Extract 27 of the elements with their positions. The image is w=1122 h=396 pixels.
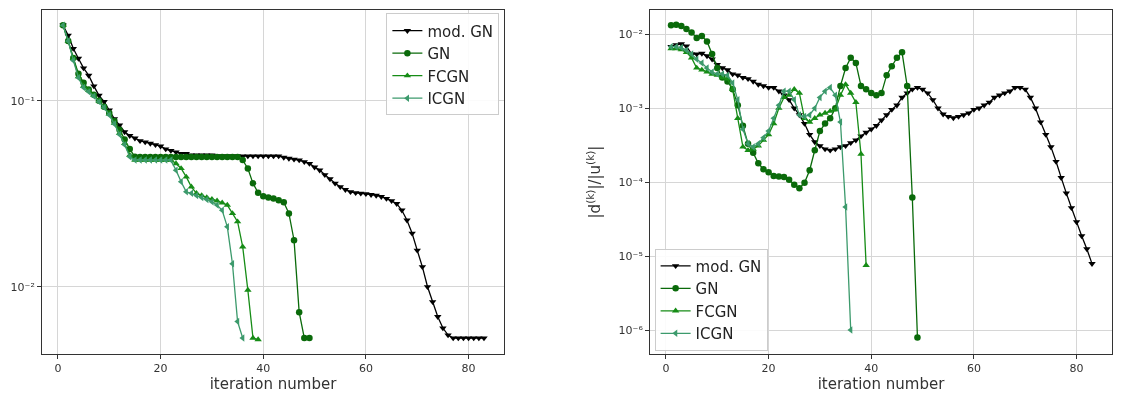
legend-label: GN: [427, 45, 451, 64]
legend-label: FCGN: [695, 302, 738, 321]
legend-label: ICGN: [427, 90, 466, 109]
y-tick-label: 10⁻³: [618, 102, 643, 116]
x-tick-label: 40: [864, 362, 879, 376]
x-tick-label: 20: [153, 362, 168, 376]
x-tick-label: 60: [966, 362, 981, 376]
y-tick-label: 10⁻⁴: [618, 176, 644, 189]
legend-label: mod. GN: [695, 257, 762, 276]
x-tick-label: 80: [1069, 362, 1084, 376]
y-tick-label: 10⁻⁶: [618, 323, 644, 337]
legend-label: ICGN: [695, 325, 734, 344]
x-axis-title: iteration number: [209, 375, 338, 394]
x-axis-title: iteration number: [817, 375, 946, 394]
x-tick-label: 20: [761, 362, 776, 376]
y-tick-label: 10⁻⁵: [618, 249, 643, 263]
x-tick-label: 0: [54, 362, 62, 376]
legend-label: mod. GN: [427, 22, 494, 41]
y-tick-label: 10⁻¹: [10, 94, 35, 108]
legend-label: FCGN: [427, 67, 470, 86]
y-tick-label: 10⁻²: [10, 280, 35, 294]
y-tick-label: 10⁻²: [618, 28, 643, 42]
x-tick-label: 0: [662, 362, 670, 376]
x-tick-label: 40: [256, 362, 271, 376]
legend-label: GN: [695, 280, 719, 299]
x-tick-label: 60: [358, 362, 373, 376]
x-tick-label: 80: [461, 362, 476, 376]
